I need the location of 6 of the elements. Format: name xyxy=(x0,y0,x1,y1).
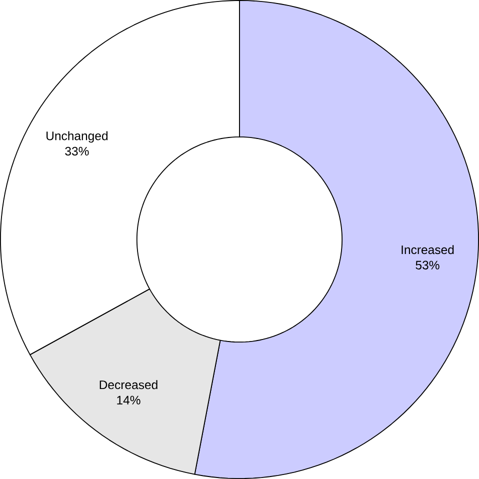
slice-label: Unchanged xyxy=(46,131,108,143)
slice-label: Decreased xyxy=(100,380,158,390)
data-label: 53% xyxy=(416,260,440,270)
data-label: 14% xyxy=(117,396,140,404)
slice-label: Increased xyxy=(402,245,454,254)
data-label: 33% xyxy=(65,146,89,156)
